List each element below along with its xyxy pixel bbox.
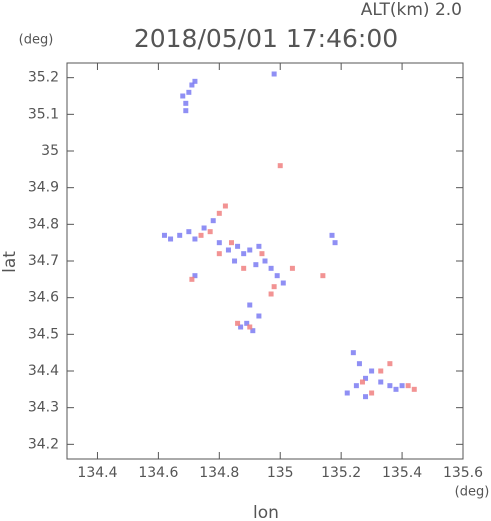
echo-point [247, 247, 253, 253]
y-axis-label: lat [0, 251, 20, 273]
y-unit: (deg) [19, 33, 54, 48]
echo-point [399, 383, 405, 389]
echo-point [344, 390, 350, 396]
y-tick-label: 34.8 [28, 216, 59, 232]
x-tick-label: 135.6 [443, 465, 483, 481]
echo-point [186, 229, 192, 235]
echo-point [329, 232, 335, 238]
echo-point [332, 240, 338, 246]
y-tick-label: 34.4 [28, 363, 59, 379]
y-tick-label: 35 [41, 143, 59, 159]
echo-point [363, 375, 369, 381]
echo-point [363, 394, 369, 400]
echo-point [250, 328, 256, 334]
x-tick-label: 135 [267, 465, 294, 481]
x-tick-label: 134.4 [77, 465, 117, 481]
y-tick-label: 34.7 [28, 253, 59, 269]
echo-point [192, 273, 198, 279]
echo-point [247, 302, 253, 308]
echo-point [378, 368, 384, 374]
x-tick-label: 135.2 [321, 465, 361, 481]
echo-point [198, 232, 204, 238]
y-tick-label: 35.2 [28, 70, 59, 86]
echo-point [168, 236, 174, 242]
echo-point [183, 108, 189, 114]
echo-point [289, 265, 295, 271]
echo-point [241, 265, 247, 271]
echo-point [369, 390, 375, 396]
echo-point [201, 225, 207, 231]
echo-point [411, 386, 417, 392]
echo-point [280, 280, 286, 286]
echo-point [353, 383, 359, 389]
echo-point [378, 379, 384, 385]
echo-point [256, 313, 262, 319]
echo-point [161, 232, 167, 238]
echo-point [189, 82, 195, 88]
echo-point [369, 368, 375, 374]
y-tick-label: 34.6 [28, 290, 59, 306]
echo-point [387, 361, 393, 367]
echo-point [238, 324, 244, 330]
echo-point [247, 324, 253, 330]
echo-point [216, 251, 222, 257]
echo-point [259, 251, 265, 257]
echo-point [271, 71, 277, 77]
echo-point [180, 93, 186, 99]
echo-point [405, 383, 411, 389]
y-tick-label: 35.1 [28, 106, 59, 122]
echo-point [177, 232, 183, 238]
echo-point [268, 291, 274, 297]
echo-point [393, 386, 399, 392]
x-tick-label: 135.4 [382, 465, 422, 481]
echo-point [244, 320, 250, 326]
echo-point [268, 265, 274, 271]
echo-point [387, 383, 393, 389]
echo-point [189, 276, 195, 282]
echo-point [356, 361, 362, 367]
x-axis-label: lon [253, 503, 279, 521]
echo-point [225, 247, 231, 253]
echo-point [216, 240, 222, 246]
echo-point [232, 258, 238, 264]
echo-point [186, 89, 192, 95]
echo-point [274, 273, 280, 279]
echo-point [241, 251, 247, 257]
echo-point [256, 243, 262, 249]
x-tick-label: 134.8 [199, 465, 239, 481]
echo-point [262, 258, 268, 264]
y-tick-label: 34.3 [28, 400, 59, 416]
echo-point [235, 243, 241, 249]
echo-point [222, 203, 228, 209]
y-tick-label: 34.5 [28, 326, 59, 342]
echo-point [183, 100, 189, 106]
echo-point [216, 210, 222, 216]
y-tick-label: 34.9 [28, 180, 59, 196]
echo-point [271, 284, 277, 290]
x-unit: (deg) [455, 485, 490, 500]
chart-title: 2018/05/01 17:46:00 [134, 24, 398, 53]
echo-point [210, 218, 216, 224]
echo-point [207, 229, 213, 235]
echo-point [350, 350, 356, 356]
x-tick-label: 134.6 [138, 465, 178, 481]
echo-point [320, 273, 326, 279]
altitude-label: ALT(km) 2.0 [361, 0, 462, 20]
y-tick-label: 34.2 [28, 436, 59, 452]
echo-point [359, 379, 365, 385]
echo-point [192, 236, 198, 242]
echo-point [277, 163, 283, 169]
echo-point [192, 78, 198, 84]
echo-point [235, 320, 241, 326]
echo-point [253, 262, 259, 268]
echo-point [228, 240, 234, 246]
